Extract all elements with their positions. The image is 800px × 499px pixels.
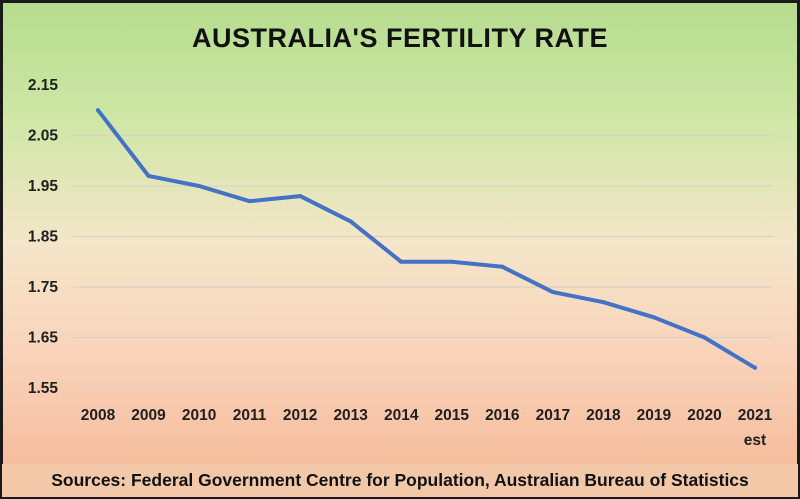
data-point [550, 290, 555, 295]
data-point [500, 264, 505, 269]
data-point [651, 315, 656, 320]
data-point [601, 300, 606, 305]
data-point [247, 199, 252, 204]
y-tick-label: 1.75 [28, 279, 59, 296]
data-point [702, 335, 707, 340]
data-point [298, 194, 303, 199]
chart-frame: AUSTRALIA'S FERTILITY RATE 2.15 2.05 1.95 1… [0, 0, 800, 467]
y-tick-label: 2.05 [28, 128, 59, 145]
x-tick-label: 2015 [435, 407, 470, 424]
source-text: Sources: Federal Government Centre for P… [51, 470, 749, 490]
x-tick-label: 2020 [687, 407, 721, 424]
x-tick-label: 2008 [81, 407, 116, 424]
x-tick-label: 2011 [233, 407, 267, 424]
y-tick-label: 1.55 [28, 380, 59, 397]
source-bar: Sources: Federal Government Centre for P… [0, 464, 800, 499]
line-chart: 2.15 2.05 1.95 1.85 1.75 1.65 1.55 2008 2009 2010… [28, 77, 773, 449]
x-tick-label: 2021 [738, 407, 773, 424]
x-tick-label: 2019 [637, 407, 672, 424]
y-tick-label: 1.65 [28, 330, 59, 347]
data-point [146, 173, 151, 178]
x-tick-label: 2018 [586, 407, 621, 424]
x-tick-label: 2010 [182, 407, 216, 424]
x-tick-sublabel: est [744, 432, 766, 449]
chart-title: AUSTRALIA'S FERTILITY RATE [192, 23, 608, 53]
series-line [96, 108, 757, 370]
x-tick-label: 2009 [131, 407, 166, 424]
data-point [96, 108, 100, 113]
x-tick-label: 2016 [485, 407, 520, 424]
y-tick-label: 2.15 [28, 77, 59, 94]
x-tick-label: 2017 [536, 407, 570, 424]
x-tick-label: 2014 [384, 407, 419, 424]
y-tick-label: 1.85 [28, 229, 59, 246]
data-point [753, 365, 757, 370]
data-point [197, 184, 202, 188]
data-point [348, 219, 353, 224]
y-tick-label: 1.95 [28, 178, 59, 195]
x-tick-label: 2012 [283, 407, 317, 424]
x-tick-label: 2013 [333, 407, 368, 424]
data-point [399, 259, 404, 264]
data-point [449, 259, 454, 264]
